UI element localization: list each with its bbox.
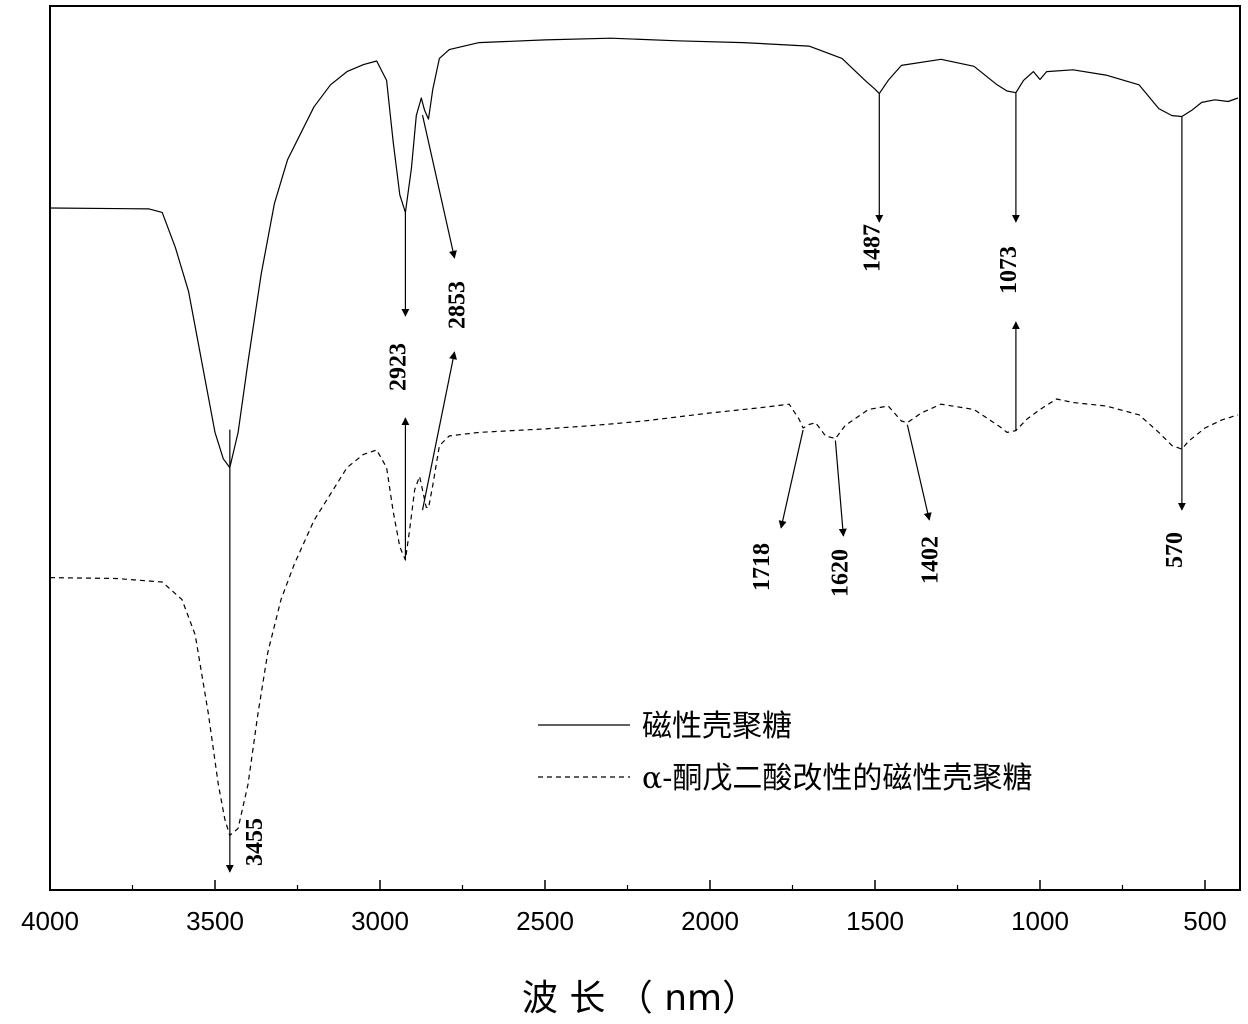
x-tick-label: 3500 [186, 906, 244, 936]
x-tick-label: 1000 [1011, 906, 1069, 936]
series-layer [49, 37, 1239, 836]
legend: 磁性壳聚糖 α-酮戊二酸改性的磁性壳聚糖 [538, 709, 1032, 796]
x-tick-label: 4000 [21, 906, 79, 936]
peak-label: 1718 [749, 543, 775, 591]
peak-label: 2853 [445, 281, 471, 329]
x-tick-label: 2000 [681, 906, 739, 936]
series-line-2 [49, 398, 1239, 836]
peak-label: 2923 [385, 343, 411, 391]
annotation-arrow [421, 114, 457, 259]
annotation-arrow [906, 424, 932, 521]
peak-label: 3455 [242, 818, 268, 866]
x-axis-title: 波 长 （ nm） [522, 978, 758, 1019]
plot-frame [49, 5, 1241, 891]
series-line-1 [49, 37, 1239, 469]
x-tick-label: 3000 [351, 906, 409, 936]
legend-label-series-2: α-酮戊二酸改性的磁性壳聚糖 [642, 761, 1032, 796]
x-axis: 4000 3500 3000 2500 2000 1500 1000 500 [21, 880, 1227, 936]
annotation-arrow [778, 429, 804, 529]
annotation-layer: 3455 2923 2853 1487 1073 1718 1620 1402 570 [225, 92, 1188, 873]
peak-label: 1402 [917, 536, 943, 584]
x-tick-label: 1500 [846, 906, 904, 936]
peak-label: 1620 [827, 549, 853, 597]
x-tick-label: 2500 [516, 906, 574, 936]
peak-label: 570 [1162, 532, 1188, 568]
peak-label: 1487 [859, 224, 885, 272]
peak-label: 1073 [996, 246, 1022, 294]
annotation-arrow [834, 440, 847, 537]
legend-label-series-1: 磁性壳聚糖 [642, 709, 792, 744]
annotation-arrow [421, 351, 458, 511]
x-tick-label: 500 [1183, 906, 1226, 936]
